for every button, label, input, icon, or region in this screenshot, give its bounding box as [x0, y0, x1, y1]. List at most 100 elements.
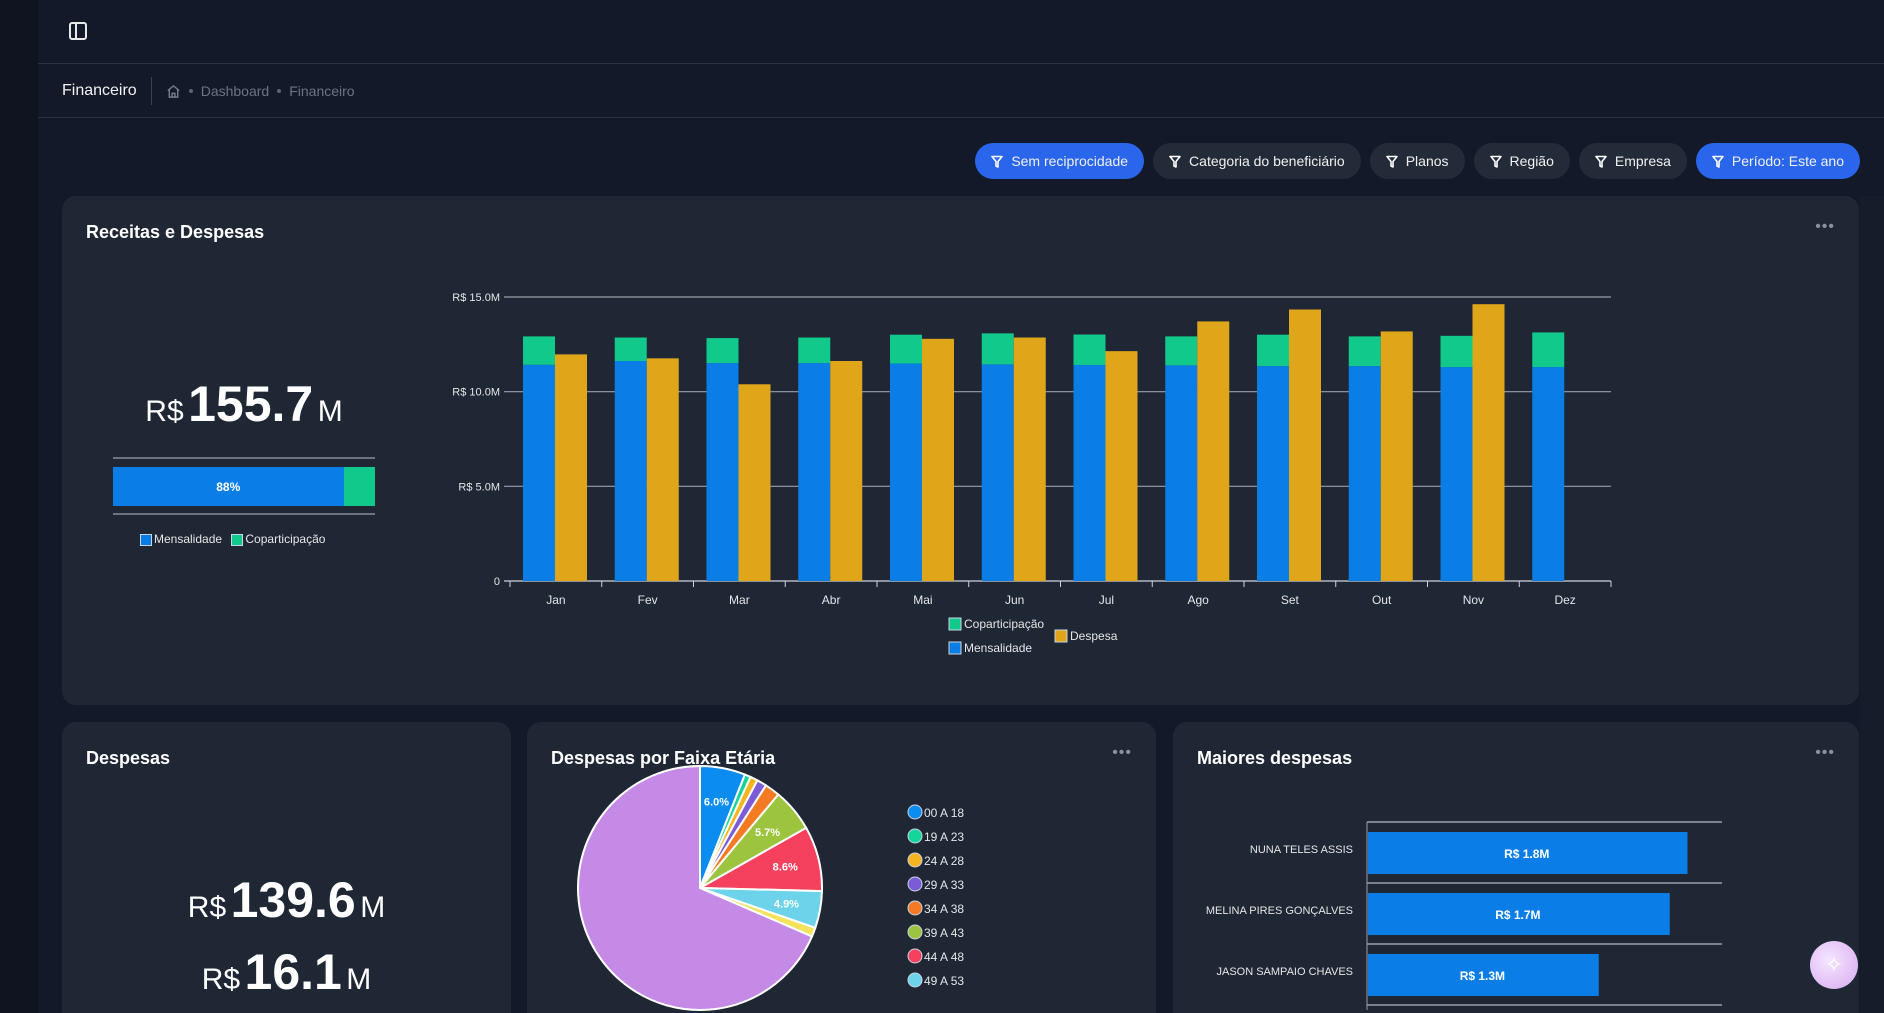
mensalidade-fill: 88% [113, 467, 344, 506]
x-tick-label: Mar [729, 593, 750, 607]
legend-label: Coparticipação [964, 617, 1044, 631]
legend-swatch [907, 852, 923, 868]
receitas-despesas-chart: 0 R$ 5.0M R$ 10.0M R$ 15.0M Jan Fev Mar Abr Mai J… [452, 292, 1612, 655]
legend-swatch [907, 900, 923, 916]
divider [113, 457, 375, 459]
total-value: 139.6 [230, 872, 356, 928]
legend-swatch [231, 533, 244, 546]
sidebar-toggle-icon[interactable] [69, 22, 87, 40]
bar-mensalidade [1440, 367, 1473, 581]
sidebar-collapsed [0, 0, 38, 1013]
more-options-icon[interactable]: ••• [1112, 744, 1132, 761]
bar-despesa [1289, 309, 1321, 581]
filter-pill[interactable]: Empresa [1578, 143, 1687, 179]
filter-icon [1712, 155, 1724, 168]
currency: R$ [201, 963, 241, 996]
filter-icon [991, 155, 1004, 168]
currency: R$ [187, 891, 227, 924]
bar-0 [1368, 832, 1688, 874]
bar-despesa [1197, 321, 1230, 581]
card-title: Receitas e Despesas [86, 222, 265, 242]
pie-data-label: 6.0% [704, 797, 729, 809]
x-tick-label: Dez [1554, 593, 1575, 607]
sparkle-assistant-icon[interactable]: ✧ [1810, 941, 1858, 989]
bar-mensalidade [614, 360, 647, 581]
filter-icon [1489, 155, 1502, 168]
bar-mensalidade [1532, 367, 1565, 581]
category-label: JASON SAMPAIO CHAVES [1216, 966, 1353, 978]
bar-coparticipacao [798, 337, 831, 364]
pie-slice [577, 764, 814, 1011]
bar-mensalidade [1165, 365, 1198, 581]
legend-label: 39 A 43 [924, 926, 964, 940]
bar-mensalidade [798, 363, 831, 581]
bar-coparticipacao [1165, 336, 1198, 366]
breadcrumb-dashboard[interactable]: Dashboard [200, 83, 270, 99]
more-options-icon[interactable]: ••• [1815, 744, 1835, 761]
top-bar [38, 0, 1884, 64]
legend-swatch [907, 972, 923, 988]
x-tick-label: Ago [1187, 593, 1209, 607]
y-tick-label: 0 [494, 576, 500, 588]
bar-coparticipacao [1532, 332, 1565, 368]
bar-mensalidade [1348, 366, 1381, 581]
despesas-total: R$ 139.6 M [62, 872, 511, 941]
category-label: MELINA PIRES GONÇALVES [1206, 905, 1353, 917]
split-bar: 88% [113, 467, 375, 506]
receitas-total: R$ 155.7 M [113, 376, 375, 445]
bar-coparticipacao [890, 334, 922, 364]
legend-swatch [948, 641, 962, 655]
breadcrumb-separator [277, 89, 282, 93]
filter-pill[interactable]: Região [1473, 143, 1570, 179]
card-title: Despesas por Faixa Etária [551, 748, 776, 768]
divider [113, 513, 375, 515]
x-tick-label: Jun [1005, 593, 1024, 607]
bar-despesa [555, 354, 587, 581]
legend-swatch [907, 828, 923, 844]
filter-label: Empresa [1614, 153, 1671, 169]
bar-data-label: R$ 1.7M [1495, 908, 1540, 922]
legend-swatch [907, 948, 923, 964]
bar-mensalidade [890, 363, 922, 581]
legend-label: Despesa [1070, 629, 1118, 643]
card-title: Despesas [86, 748, 171, 768]
legend-label: 24 A 28 [924, 854, 964, 868]
breadcrumb-separator [188, 89, 193, 93]
filter-pill[interactable]: Planos [1369, 143, 1465, 179]
legend-mensalidade: Mensalidade [154, 532, 223, 546]
bar-despesa [830, 360, 863, 581]
bar-despesa [738, 384, 771, 581]
card-title: Maiores despesas [1197, 748, 1353, 768]
home-icon[interactable] [166, 84, 181, 99]
more-options-icon[interactable]: ••• [1815, 218, 1835, 235]
bar-mensalidade [1257, 366, 1289, 581]
breadcrumb-financeiro: Financeiro [289, 83, 355, 99]
despesas-secondary: R$ 16.1 M [62, 944, 511, 1013]
filter-pill[interactable]: Período: Este ano [1695, 143, 1860, 179]
filter-bar: Sem reciprocidade Categoria do beneficiár… [975, 143, 1860, 179]
unit: M [360, 891, 386, 924]
bar-coparticipacao [614, 337, 647, 361]
pie-data-label: 5.7% [755, 827, 780, 839]
x-tick-label: Jul [1099, 593, 1114, 607]
x-tick-label: Mai [913, 593, 932, 607]
bar-coparticipacao [1348, 336, 1381, 367]
bar-1 [1368, 893, 1670, 935]
secondary-value: 16.1 [244, 944, 342, 1000]
legend-label: Mensalidade [964, 641, 1032, 655]
filter-label: Sem reciprocidade [1011, 153, 1129, 169]
x-tick-label: Nov [1463, 593, 1484, 607]
filter-icon [1385, 155, 1398, 168]
x-tick-label: Out [1372, 593, 1392, 607]
filter-label: Período: Este ano [1731, 153, 1844, 169]
filter-pill[interactable]: Categoria do beneficiário [1153, 143, 1361, 179]
filter-pill[interactable]: Sem reciprocidade [975, 143, 1145, 179]
legend-swatch [140, 533, 152, 546]
y-tick-label: R$ 10.0M [452, 387, 500, 399]
legend-label: 19 A 23 [924, 830, 964, 844]
bar-despesa [646, 358, 679, 581]
legend-label: 44 A 48 [924, 950, 964, 964]
despesas-card: Despesas R$ 139.6 M R$ 16.1 M [62, 722, 511, 1013]
scrollbar-track[interactable] [1860, 196, 1884, 1013]
bar-mensalidade [1073, 364, 1106, 581]
